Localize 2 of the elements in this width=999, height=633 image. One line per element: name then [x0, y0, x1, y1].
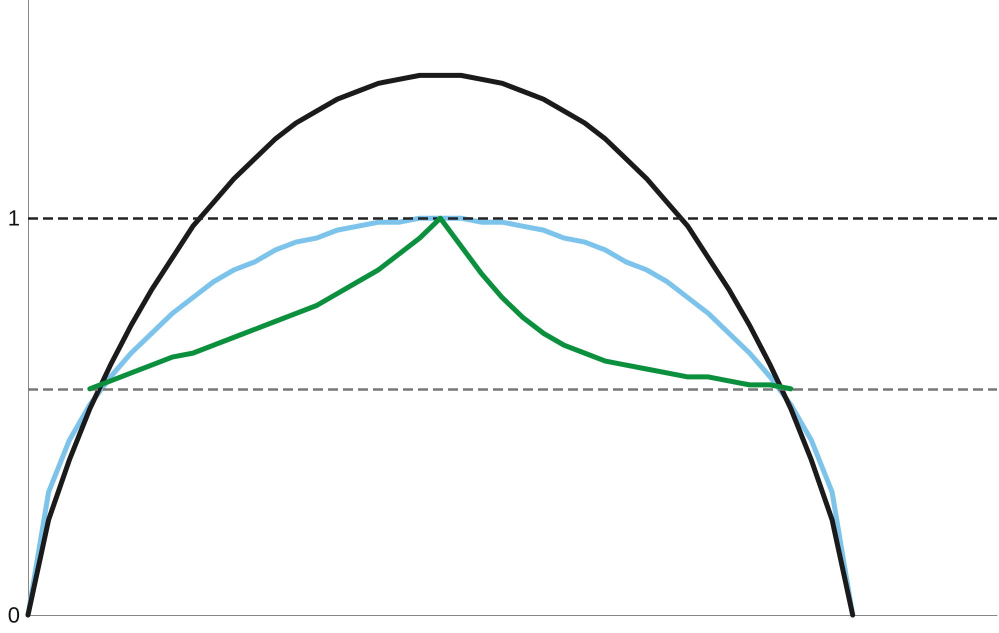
- y-tick-label: 1: [8, 206, 20, 231]
- y-tick-label: 0: [8, 602, 20, 628]
